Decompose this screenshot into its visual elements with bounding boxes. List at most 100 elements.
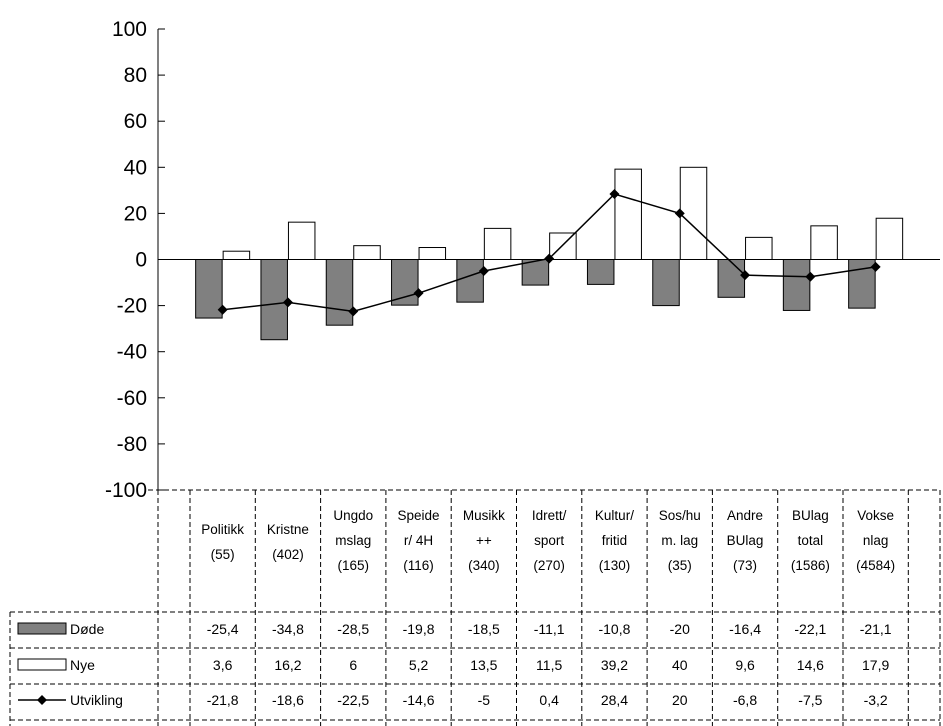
table-cell-value: -21,1 xyxy=(860,621,892,637)
category-label: mslag xyxy=(335,533,371,548)
category-label: Sos/hu xyxy=(659,508,701,523)
category-label: total xyxy=(798,533,824,548)
bar-nye xyxy=(353,245,381,260)
category-label: (73) xyxy=(733,558,757,573)
bar-nye xyxy=(287,221,316,260)
table-cell-value: -22,1 xyxy=(794,621,826,637)
utvikling-point xyxy=(870,261,881,272)
table-cell-value: 14,6 xyxy=(797,657,824,673)
category-label: (55) xyxy=(211,547,235,562)
table-cell-value: -25,4 xyxy=(207,621,239,637)
table-cell-value: -21,8 xyxy=(207,692,239,708)
table-cell-value: -16,4 xyxy=(729,621,761,637)
table-cell-value: 5,2 xyxy=(409,657,429,673)
category-label: r/ 4H xyxy=(404,533,433,548)
category-label: Ungdo xyxy=(333,508,373,523)
category-label: (270) xyxy=(533,558,565,573)
table-cell-value: -11,1 xyxy=(534,621,565,637)
legend-label-utvikling: Utvikling xyxy=(70,692,123,708)
category-label: Musikk xyxy=(463,508,505,523)
bar-nye xyxy=(875,217,904,260)
category-label: Andre xyxy=(727,508,763,523)
category-label: Politikk xyxy=(201,522,244,537)
table-cell-value: -14,6 xyxy=(403,692,435,708)
bar-dode xyxy=(260,259,288,341)
bar-dode xyxy=(391,259,419,306)
bar-nye xyxy=(418,247,447,260)
category-label: Kristne xyxy=(267,522,309,537)
category-labels: Politikk (55) Kristne (402) Ungdo mslag (165) S… xyxy=(201,508,895,573)
category-label: (130) xyxy=(599,558,631,573)
table-cell-value: -28,5 xyxy=(337,621,369,637)
utvikling-point xyxy=(478,266,489,277)
y-tick-label: -20 xyxy=(117,295,147,318)
category-label: nlag xyxy=(863,533,889,548)
category-label: Kultur/ xyxy=(595,508,634,523)
table-cell-value: -22,5 xyxy=(337,692,369,708)
bar-dode xyxy=(586,259,615,285)
table-cell-value: 13,5 xyxy=(470,657,497,673)
table-cell-value: -6,8 xyxy=(733,692,757,708)
category-label: (340) xyxy=(468,558,500,573)
utvikling-point xyxy=(217,304,228,315)
y-tick-label: 0 xyxy=(135,249,147,272)
table-cell-value: 6 xyxy=(349,657,357,673)
table-cell-value: 3,6 xyxy=(213,657,233,673)
table-cell-value: 17,9 xyxy=(862,657,889,673)
utvikling-point xyxy=(544,253,555,264)
category-label: sport xyxy=(534,533,564,548)
category-label: (1586) xyxy=(791,558,830,573)
data-table-lines xyxy=(9,489,941,726)
legend-marker-utvikling xyxy=(37,695,47,705)
y-tick-label: 80 xyxy=(124,64,147,87)
category-label: Speide xyxy=(398,508,440,523)
legend-swatch-nye xyxy=(17,658,67,671)
table-cell-value: -34,8 xyxy=(272,621,304,637)
bar-dode xyxy=(782,259,811,311)
table-cell-value: -7,5 xyxy=(798,692,822,708)
table-cell-value: 40 xyxy=(672,657,688,673)
category-label: (35) xyxy=(668,558,692,573)
category-label: ++ xyxy=(476,533,492,548)
table-cell-value: -3,2 xyxy=(864,692,888,708)
legend-label-nye: Nye xyxy=(70,657,95,673)
y-tick-label: 20 xyxy=(124,202,147,225)
table-cell-value: 20 xyxy=(672,692,688,708)
bar-dode xyxy=(652,259,680,307)
category-label: BUlag xyxy=(727,533,764,548)
utvikling-point xyxy=(282,297,293,308)
category-label: Idrett/ xyxy=(532,508,567,523)
table-cell-value: -20 xyxy=(670,621,690,637)
bar-dode xyxy=(456,259,484,303)
category-label: BUlag xyxy=(792,508,829,523)
legend-label-dode: Døde xyxy=(70,621,104,637)
bar-nye xyxy=(549,232,577,260)
bar-nye xyxy=(810,225,838,260)
bar-nye xyxy=(614,168,642,260)
data-table: -25,4 -34,8 -28,5 -19,8 -18,5 -11,1 -10,8 -20 -1… xyxy=(207,621,892,708)
table-cell-value: -19,8 xyxy=(403,621,435,637)
category-label: (4584) xyxy=(856,558,895,573)
utvikling-point xyxy=(674,208,685,219)
bar-dode xyxy=(325,259,354,326)
category-label: m. lag xyxy=(661,533,698,548)
table-cell-value: -10,8 xyxy=(598,621,630,637)
bar-dode xyxy=(717,259,746,298)
utvikling-point xyxy=(413,288,424,299)
y-tick-label: 60 xyxy=(124,110,147,133)
table-cell-value: 11,5 xyxy=(536,657,562,673)
bar-nye xyxy=(483,227,512,261)
y-tick-label: -60 xyxy=(117,387,147,410)
category-label: Vokse xyxy=(857,508,894,523)
utvikling-point xyxy=(740,270,751,281)
utvikling-point xyxy=(348,306,359,317)
y-tick-label: -80 xyxy=(117,433,147,456)
utvikling-point xyxy=(805,271,816,282)
category-label: fritid xyxy=(602,533,628,548)
category-label: (402) xyxy=(272,547,304,562)
table-cell-value: 16,2 xyxy=(274,657,301,673)
table-cell-value: 0,4 xyxy=(539,692,559,708)
y-tick-label: 40 xyxy=(124,156,147,179)
bar-dode xyxy=(521,259,550,286)
